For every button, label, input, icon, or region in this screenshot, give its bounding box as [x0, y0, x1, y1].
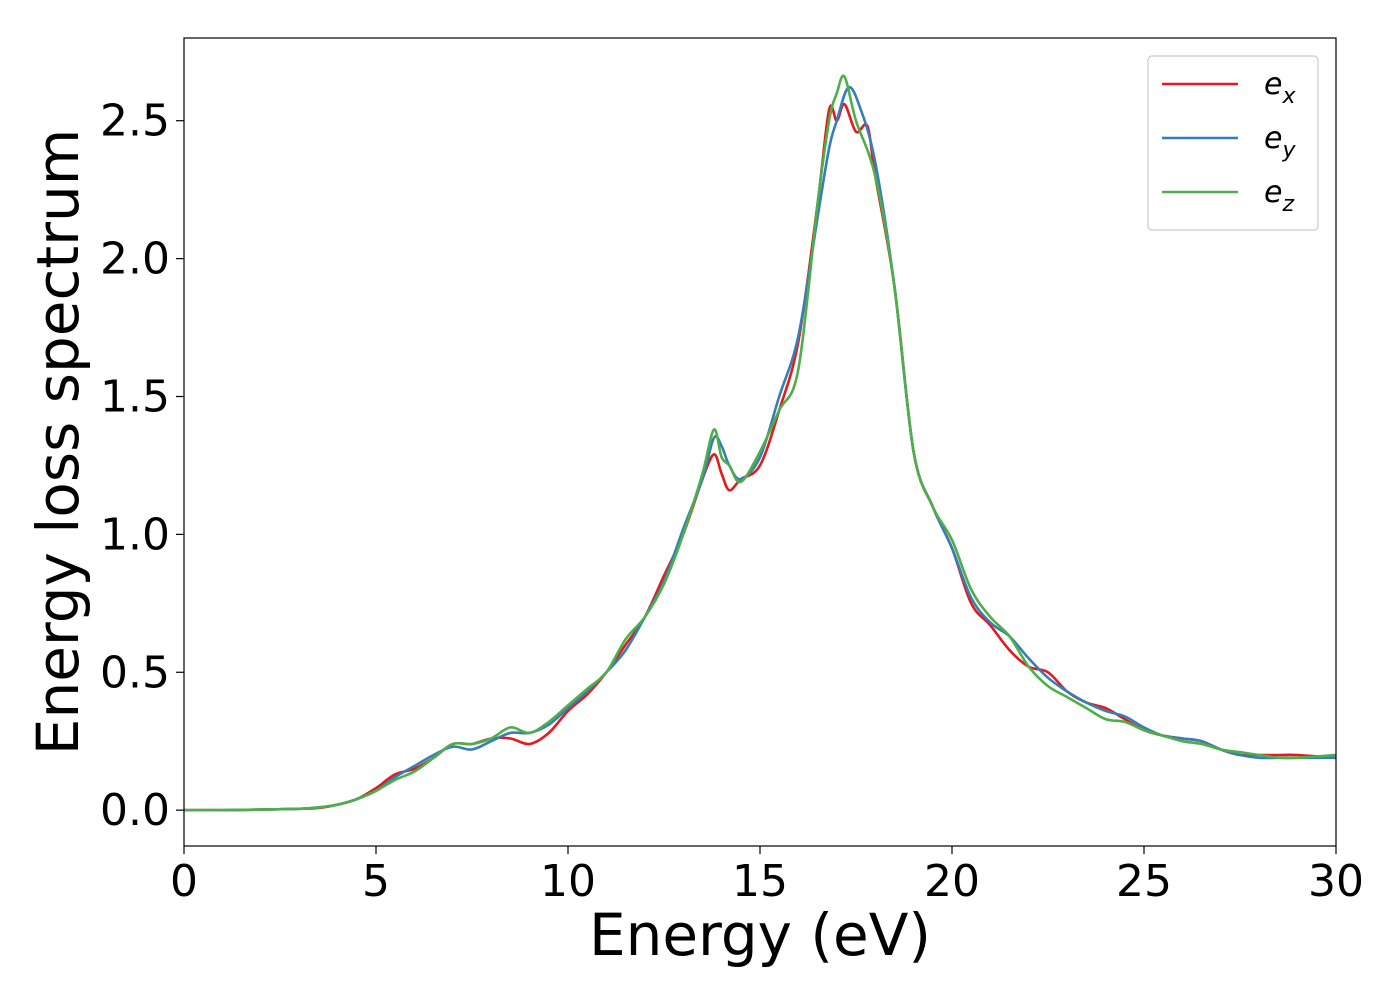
- legend-label-ez: ez: [1264, 175, 1294, 217]
- x-axis: 0 5 10 15 20 25 30: [170, 846, 1364, 907]
- series-line-ey: [184, 85, 1336, 812]
- y-tick-label: 2.5: [100, 96, 170, 147]
- x-tick-label: 25: [1116, 856, 1172, 907]
- plot-background: [184, 38, 1336, 846]
- x-tick-label: 30: [1308, 856, 1364, 907]
- y-tick-label: 0.0: [100, 785, 170, 836]
- y-axis: 0.0 0.5 1.0 1.5 2.0 2.5: [100, 96, 184, 836]
- y-tick-label: 2.0: [100, 234, 170, 285]
- legend: ex ey ez: [1147, 55, 1319, 231]
- x-tick-label: 5: [362, 856, 390, 907]
- x-tick-label: 0: [170, 856, 198, 907]
- series-line-ez: [184, 74, 1337, 812]
- y-tick-label: 1.0: [100, 509, 170, 560]
- x-axis-title: Energy (eV): [589, 901, 931, 969]
- y-tick-label: 0.5: [100, 647, 170, 698]
- legend-label-ex: ex: [1264, 67, 1296, 109]
- x-tick-label: 15: [732, 856, 788, 907]
- x-tick-label: 10: [540, 856, 596, 907]
- legend-label-ey: ey: [1264, 121, 1296, 163]
- y-tick-label: 1.5: [100, 371, 170, 422]
- series-layer: [184, 74, 1337, 812]
- x-tick-label: 20: [924, 856, 980, 907]
- y-axis-title: Energy loss spectrum: [24, 129, 92, 755]
- legend-frame: [1147, 55, 1319, 231]
